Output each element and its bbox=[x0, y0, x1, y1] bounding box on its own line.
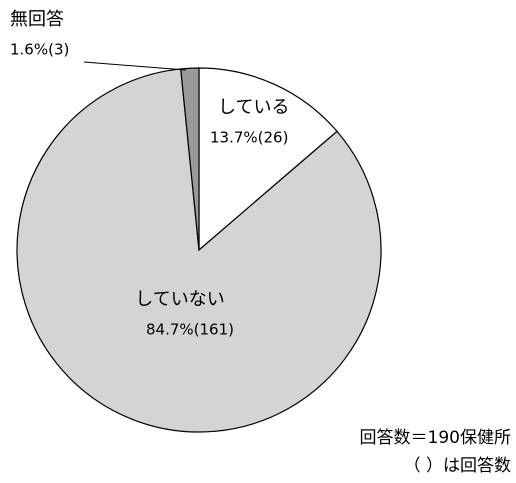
slice-label: 無回答 bbox=[10, 9, 64, 30]
pie-slice bbox=[180, 67, 200, 251]
slice-value-label: 13.7%(26) bbox=[210, 129, 288, 147]
slice-value-label: 84.7%(161) bbox=[146, 321, 234, 339]
pie-slice bbox=[198, 67, 338, 252]
note: （ ）は回答数 bbox=[404, 456, 511, 476]
leader-line bbox=[83, 61, 187, 71]
note: 回答数＝190保健所 bbox=[360, 428, 511, 448]
pie-slice bbox=[16, 68, 382, 433]
slice-label: している bbox=[218, 97, 289, 118]
slice-label: していない bbox=[135, 289, 224, 310]
slice-value-label: 1.6%(3) bbox=[10, 41, 69, 59]
